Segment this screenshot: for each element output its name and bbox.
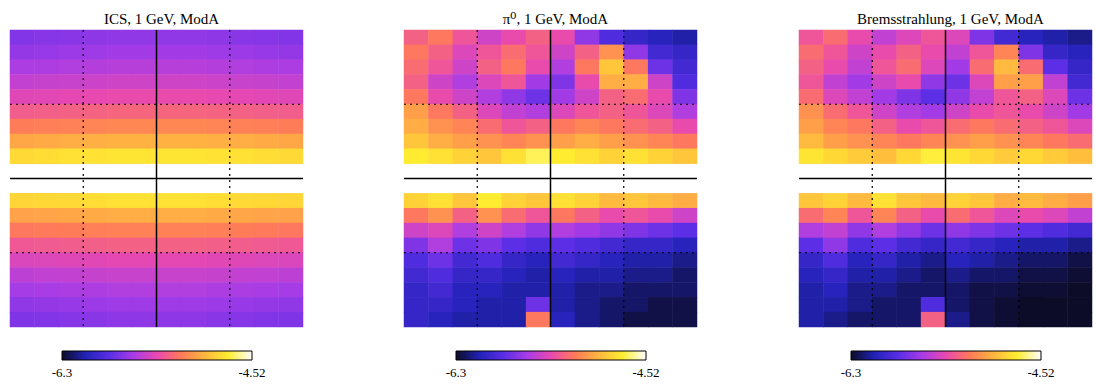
svg-text:-4.52: -4.52 — [238, 365, 265, 380]
svg-text:-4.52: -4.52 — [1027, 365, 1054, 380]
svg-text:π⁰, 1 GeV, ModA: π⁰, 1 GeV, ModA — [503, 11, 609, 27]
svg-text:-6.3: -6.3 — [52, 365, 73, 380]
svg-text:-6.3: -6.3 — [446, 365, 467, 380]
svg-text:-4.52: -4.52 — [632, 365, 659, 380]
svg-text:Bremsstrahlung, 1 GeV, ModA: Bremsstrahlung, 1 GeV, ModA — [857, 11, 1044, 27]
svg-text:ICS, 1 GeV, ModA: ICS, 1 GeV, ModA — [104, 11, 219, 27]
svg-text:-6.3: -6.3 — [841, 365, 862, 380]
